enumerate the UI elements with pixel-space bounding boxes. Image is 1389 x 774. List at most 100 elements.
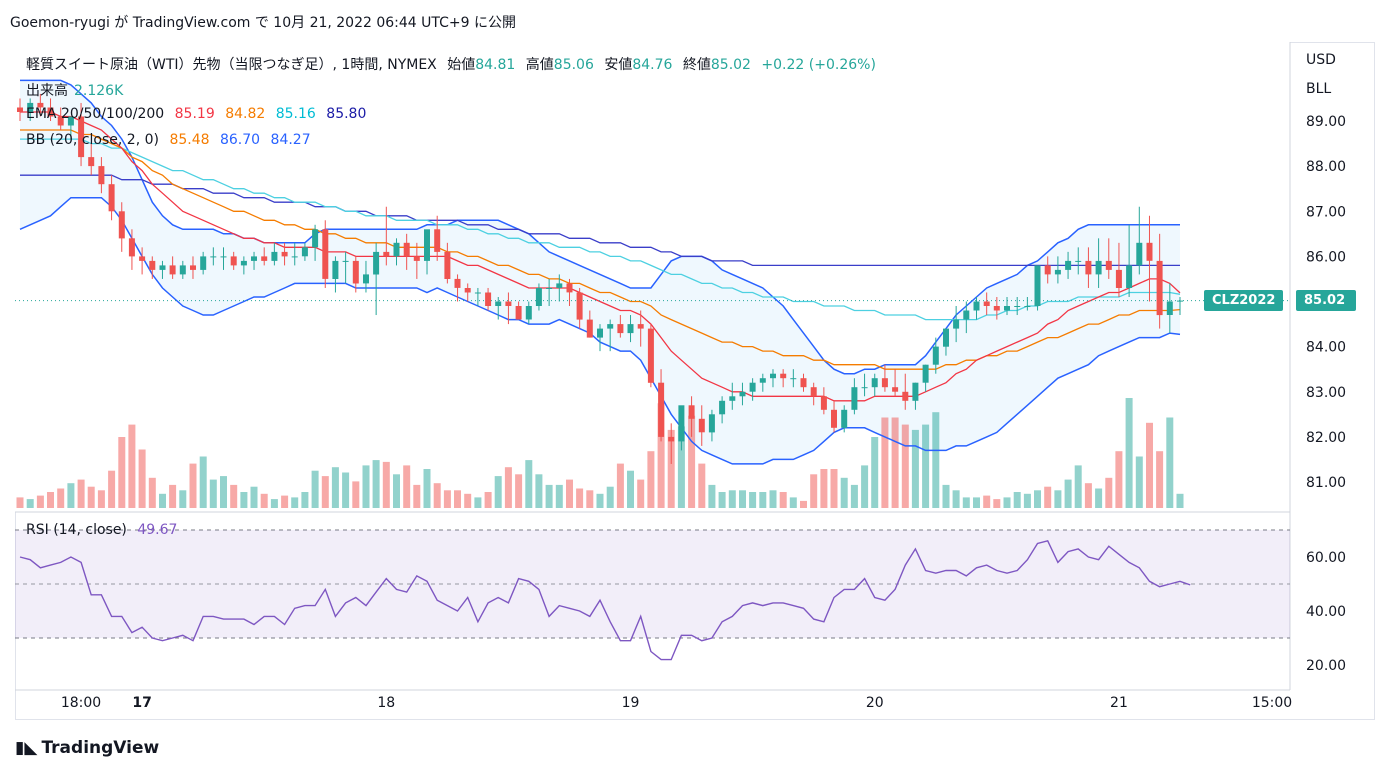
volume-bar bbox=[779, 492, 787, 508]
volume-bar bbox=[454, 490, 461, 508]
volume-bar bbox=[311, 470, 319, 508]
volume-bar bbox=[911, 429, 919, 508]
volume-bar bbox=[555, 484, 563, 508]
price-tick-label: 89.00 bbox=[1306, 114, 1346, 130]
candle-body bbox=[495, 301, 502, 306]
candle-body bbox=[159, 265, 166, 270]
candle-body bbox=[1004, 306, 1010, 311]
candle-body bbox=[719, 400, 726, 415]
publish-attribution: Goemon-ryugi が TradingView.com で 10月 21,… bbox=[10, 15, 516, 31]
volume-bar bbox=[596, 493, 604, 508]
open-label: 始値 bbox=[447, 57, 476, 73]
legend-ema[interactable]: EMA 20/50/100/200 85.19 84.82 85.16 85.8… bbox=[26, 106, 372, 122]
volume-bar bbox=[525, 460, 533, 508]
volume-bar bbox=[800, 500, 807, 508]
volume-bar bbox=[433, 483, 441, 508]
legend-volume[interactable]: 出来高 2.126K bbox=[26, 80, 129, 100]
volume-bar bbox=[67, 483, 75, 508]
candle-body bbox=[1177, 300, 1183, 302]
candle-body bbox=[729, 396, 736, 401]
volume-bar bbox=[382, 461, 390, 508]
time-tick-label: 18:00 bbox=[61, 695, 101, 711]
volume-bar bbox=[1125, 398, 1133, 508]
volume-bar bbox=[962, 497, 970, 508]
candlesticks bbox=[17, 93, 1183, 464]
candle-body bbox=[739, 391, 746, 397]
candle-body bbox=[963, 310, 970, 320]
low-value: 84.76 bbox=[632, 57, 673, 73]
volume-bar bbox=[260, 493, 268, 508]
candle-body bbox=[535, 288, 542, 306]
candle-body bbox=[871, 378, 878, 388]
candle-body bbox=[556, 283, 563, 288]
candle-body bbox=[749, 382, 756, 392]
candle-body bbox=[1115, 269, 1122, 288]
candle-body bbox=[770, 373, 776, 379]
volume-bar bbox=[220, 476, 227, 508]
volume-bar bbox=[1023, 493, 1031, 508]
legend-rsi[interactable]: RSI (14, close) 49.67 bbox=[26, 522, 183, 538]
candle-body bbox=[668, 436, 675, 442]
candle-body bbox=[108, 184, 115, 212]
volume-bar bbox=[108, 470, 116, 508]
volume-bar bbox=[1166, 417, 1174, 508]
candle-body bbox=[210, 256, 217, 258]
price-grid bbox=[15, 42, 1291, 691]
candle-body bbox=[342, 260, 349, 262]
volume-bar bbox=[901, 424, 909, 508]
rsi-pane bbox=[15, 529, 1290, 661]
candle-body bbox=[139, 256, 146, 261]
candle-body bbox=[759, 378, 766, 383]
candle-body bbox=[586, 319, 593, 338]
candle-body bbox=[708, 414, 715, 433]
candle-body bbox=[57, 116, 64, 126]
volume-bar bbox=[321, 476, 329, 508]
volume-bar bbox=[1095, 488, 1103, 508]
rsi-tick-label: 20.00 bbox=[1306, 658, 1346, 674]
candle-body bbox=[1024, 306, 1031, 307]
volume-bar bbox=[36, 495, 44, 508]
legend-bb[interactable]: BB (20, close, 2, 0) 85.48 86.70 84.27 bbox=[26, 132, 317, 148]
volume-bar bbox=[413, 484, 421, 508]
candle-body bbox=[78, 116, 85, 158]
candle-body bbox=[790, 378, 797, 380]
candle-body bbox=[922, 364, 929, 383]
candle-body bbox=[800, 378, 807, 388]
candle-body bbox=[1054, 269, 1061, 275]
candle-body bbox=[190, 265, 196, 270]
high-label: 高値 bbox=[525, 57, 554, 73]
candle-body bbox=[383, 251, 390, 257]
volume-bar bbox=[1105, 477, 1113, 508]
volume-bar bbox=[342, 472, 350, 508]
candle-body bbox=[352, 260, 359, 284]
candle-body bbox=[698, 418, 705, 433]
volume-bar bbox=[169, 484, 177, 508]
candle-body bbox=[169, 265, 176, 275]
volume-bar bbox=[881, 417, 889, 508]
candle-body bbox=[658, 382, 665, 437]
candle-body bbox=[525, 306, 532, 320]
volume-bar bbox=[932, 412, 940, 508]
volume-bar bbox=[1054, 490, 1062, 508]
candle-body bbox=[403, 242, 410, 257]
candle-body bbox=[892, 387, 899, 392]
candle-body bbox=[943, 328, 949, 347]
tradingview-logo[interactable]: ▮◣ TradingView bbox=[15, 738, 159, 758]
ema200-line bbox=[20, 174, 1180, 267]
volume-bar bbox=[47, 492, 54, 508]
volume-bar bbox=[576, 488, 584, 508]
time-tick-label: 21 bbox=[1110, 695, 1128, 711]
candle-body bbox=[851, 387, 858, 410]
volume-bar bbox=[87, 486, 95, 508]
bb-upper-line bbox=[20, 79, 1180, 375]
candle-body bbox=[515, 306, 522, 320]
candle-body bbox=[1014, 306, 1021, 307]
candle-body bbox=[617, 324, 624, 334]
legend-ohlc: 軽質スイート原油（WTI）先物（当限つなぎ足）, 1時間, NYMEX 始値84… bbox=[26, 54, 882, 74]
candle-body bbox=[647, 328, 654, 383]
volume-bar bbox=[637, 479, 645, 508]
volume-bar bbox=[1084, 483, 1092, 508]
volume-bar bbox=[57, 488, 65, 508]
candle-body bbox=[688, 405, 695, 419]
